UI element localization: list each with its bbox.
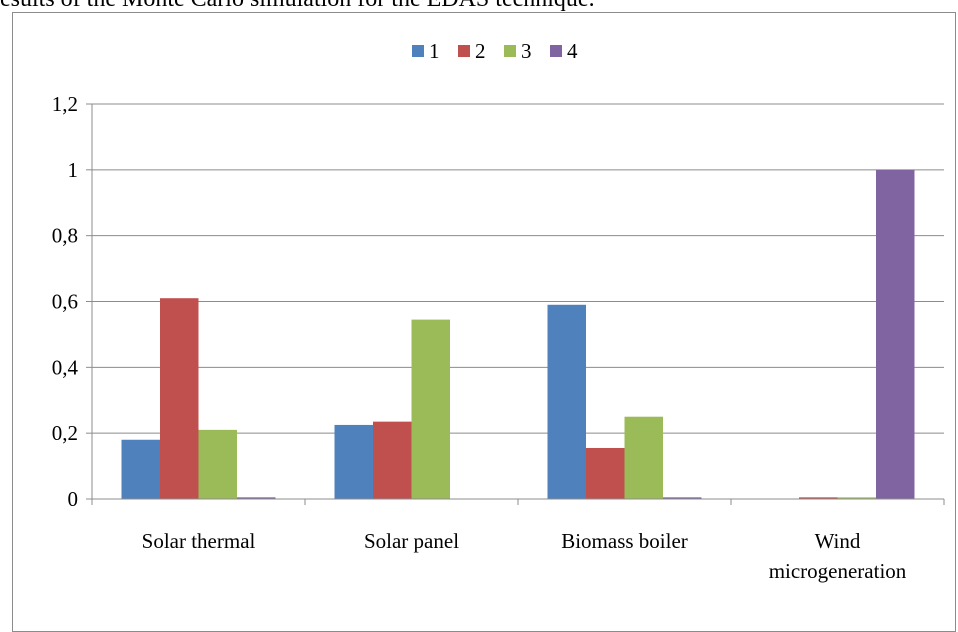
bar	[334, 424, 373, 499]
bar	[547, 304, 586, 499]
x-axis: Solar thermal Solar panel Biomass boiler Wi…	[91, 498, 945, 583]
x-category-label: Solar thermal	[142, 529, 256, 553]
bar	[876, 169, 915, 500]
x-category-label: Solar panel	[364, 529, 459, 553]
y-axis: 0 0,2 0,4 0,6 0,8 1 1,2	[52, 92, 93, 511]
legend-label: 3	[521, 39, 532, 63]
bar	[837, 497, 876, 499]
y-tick-label: 0	[68, 487, 79, 511]
bars	[121, 169, 915, 500]
legend-label: 4	[567, 39, 578, 63]
y-tick-label: 0,8	[52, 224, 78, 248]
legend-swatch	[458, 45, 470, 57]
x-category-label: Wind	[815, 529, 861, 553]
bar	[160, 298, 199, 499]
bar	[373, 421, 412, 499]
bar	[237, 497, 276, 499]
bar-chart: 0 0,2 0,4 0,6 0,8 1 1,2 Solar thermal Solar pan…	[52, 39, 945, 583]
x-category-label: Biomass boiler	[561, 529, 688, 553]
y-tick-label: 0,4	[52, 355, 79, 379]
bar	[198, 429, 237, 499]
figure-caption: esults of the Monte Carlo simulation for…	[0, 0, 595, 13]
gridlines	[92, 103, 944, 434]
x-category-label: microgeneration	[769, 559, 907, 583]
bar	[799, 497, 838, 499]
bar	[663, 497, 702, 499]
y-tick-label: 0,2	[52, 421, 78, 445]
y-tick-label: 1,2	[52, 92, 78, 116]
bar	[121, 439, 160, 499]
bar	[624, 416, 663, 499]
legend-label: 1	[429, 39, 440, 63]
y-tick-label: 0,6	[52, 290, 78, 314]
bar	[411, 319, 450, 499]
legend-swatch	[550, 45, 562, 57]
legend-swatch	[412, 45, 424, 57]
y-tick-label: 1	[68, 158, 79, 182]
bar	[586, 447, 625, 499]
legend: 1 2 3 4	[412, 39, 578, 63]
legend-swatch	[504, 45, 516, 57]
legend-label: 2	[475, 39, 486, 63]
